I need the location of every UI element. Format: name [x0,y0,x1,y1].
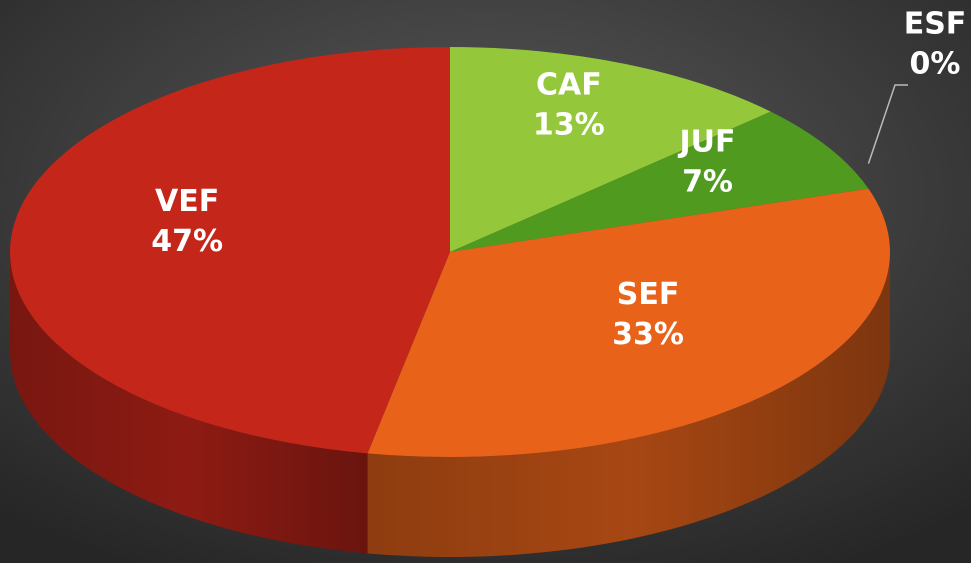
category-label: ESF [904,7,967,42]
value-label: 33% [612,317,684,352]
value-label: 0% [910,47,961,82]
pie-slice [367,188,890,457]
value-label: 47% [151,224,223,259]
pie-slice [450,111,869,252]
category-label: CAF [536,68,602,103]
value-label: 7% [682,165,733,200]
category-label: VEF [155,184,219,219]
category-label: SEF [617,277,680,312]
leader-line [867,84,908,164]
pie-side-shade [367,252,890,557]
pie-slice [10,47,451,454]
value-label: 13% [533,108,605,143]
pie-slice [450,47,771,252]
category-label: JUF [678,125,736,160]
pie-side-shade [10,252,368,554]
